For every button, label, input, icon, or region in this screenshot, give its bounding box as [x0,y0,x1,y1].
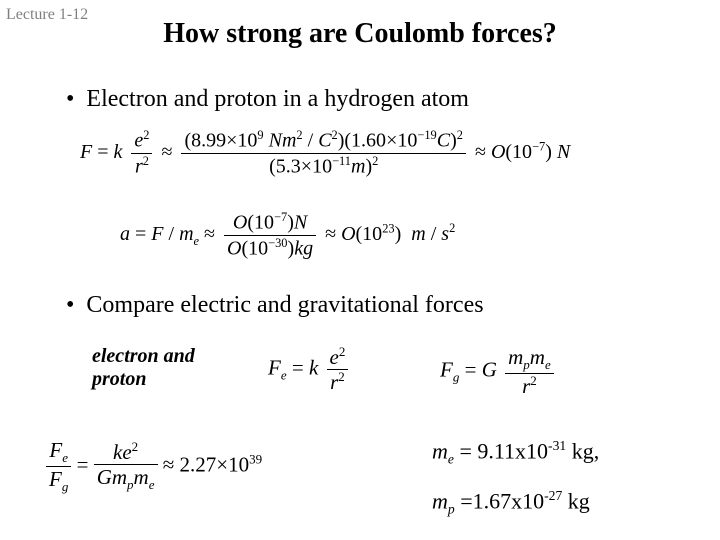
equation-acceleration: a = F / me ≈ O(10−7)N O(10−30)kg ≈ O(102… [120,210,455,260]
bullet-text: Compare electric and gravitational force… [86,292,483,318]
slide: Lecture 1-12 How strong are Coulomb forc… [0,0,720,540]
label-electron-proton: electron and proton [92,345,195,391]
bullet-hydrogen: • Electron and proton in a hydrogen atom [66,86,469,113]
equation-fe: Fe = k e2 r2 [268,345,348,394]
bullet-compare: • Compare electric and gravitational for… [66,292,484,319]
equation-fg: Fg = G mpme r2 [440,345,554,398]
mass-electron: me = 9.11x10-31 kg, [432,438,599,468]
bullet-text: Electron and proton in a hydrogen atom [86,86,469,112]
slide-title: How strong are Coulomb forces? [0,18,720,50]
equation-coulomb-force: F = k e2 r2 ≈ (8.99×109 Nm2 / C2)(1.60×1… [80,128,570,178]
mass-proton: mp =1.67x10-27 kg [432,488,590,518]
equation-ratio: Fe Fg = ke2 Gmpme ≈ 2.27×1039 [46,438,262,495]
